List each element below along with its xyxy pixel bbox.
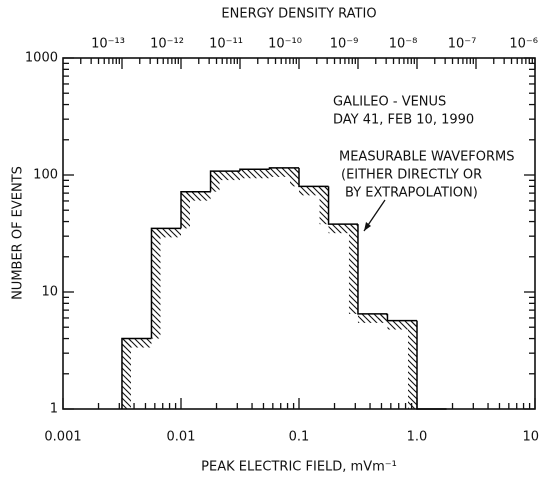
bar xyxy=(416,320,447,410)
arrow-head xyxy=(364,222,371,231)
hatch xyxy=(121,338,131,409)
hatch xyxy=(210,171,240,181)
x2-tick-label: 10⁻⁶ xyxy=(509,37,538,52)
annotation: MEASURABLE WAVEFORMS xyxy=(339,150,515,165)
bar xyxy=(268,167,299,170)
hatch xyxy=(319,186,329,225)
bar xyxy=(357,224,388,315)
annotation: DAY 41, FEB 10, 1990 xyxy=(333,113,474,128)
bar xyxy=(209,170,240,192)
x2-tick-label: 10⁻¹¹ xyxy=(209,37,243,52)
hatch xyxy=(151,228,181,238)
y-tick-label: 100 xyxy=(33,168,58,183)
hatch xyxy=(239,169,270,179)
top-axis-title: ENERGY DENSITY RATIO xyxy=(221,7,376,22)
hatch xyxy=(299,186,329,196)
plot-frame xyxy=(62,57,536,410)
x2-tick-label: 10⁻¹³ xyxy=(91,37,125,52)
x2-tick-label: 10⁻¹⁰ xyxy=(268,37,302,52)
bar xyxy=(298,167,329,188)
y-tick-label: 10 xyxy=(41,285,58,300)
bar xyxy=(180,190,211,229)
annotation: (EITHER DIRECTLY OR xyxy=(341,168,482,183)
hatch xyxy=(151,228,161,339)
hatch xyxy=(181,191,190,229)
x-tick-label: 0.01 xyxy=(167,430,196,445)
hatch xyxy=(210,171,220,192)
x-tick-label: 1.0 xyxy=(407,430,428,445)
hatch xyxy=(181,191,211,201)
x-tick-label: 0.001 xyxy=(44,430,81,445)
hatch xyxy=(239,169,249,172)
x-tick-label: 10 xyxy=(522,430,539,445)
hatch xyxy=(328,224,358,234)
hatch xyxy=(290,167,299,187)
bar xyxy=(386,313,417,322)
x-tick-label: 0.1 xyxy=(289,430,310,445)
x2-tick-label: 10⁻⁸ xyxy=(389,37,418,52)
annotation: BY EXTRAPOLATION) xyxy=(345,186,478,201)
hatch xyxy=(269,167,299,177)
hatch xyxy=(378,313,388,321)
x-axis-title: PEAK ELECTRIC FIELD, mVm⁻¹ xyxy=(201,460,397,475)
bar xyxy=(327,186,358,225)
hatch xyxy=(348,224,358,314)
y-tick-label: 1 xyxy=(50,402,58,417)
hatch xyxy=(121,338,152,348)
bar xyxy=(239,168,270,172)
y-tick-label: 1000 xyxy=(25,51,58,66)
y-axis-title: NUMBER OF EVENTS xyxy=(11,166,26,300)
hatch xyxy=(357,313,388,323)
x2-tick-label: 10⁻¹² xyxy=(150,37,184,52)
x2-tick-label: 10⁻⁹ xyxy=(330,37,359,52)
hatch xyxy=(387,320,417,330)
x2-tick-label: 10⁻⁷ xyxy=(448,37,477,52)
bar xyxy=(121,337,152,409)
hatch xyxy=(408,320,417,409)
annotation: GALILEO - VENUS xyxy=(333,95,446,110)
bar xyxy=(150,227,181,339)
